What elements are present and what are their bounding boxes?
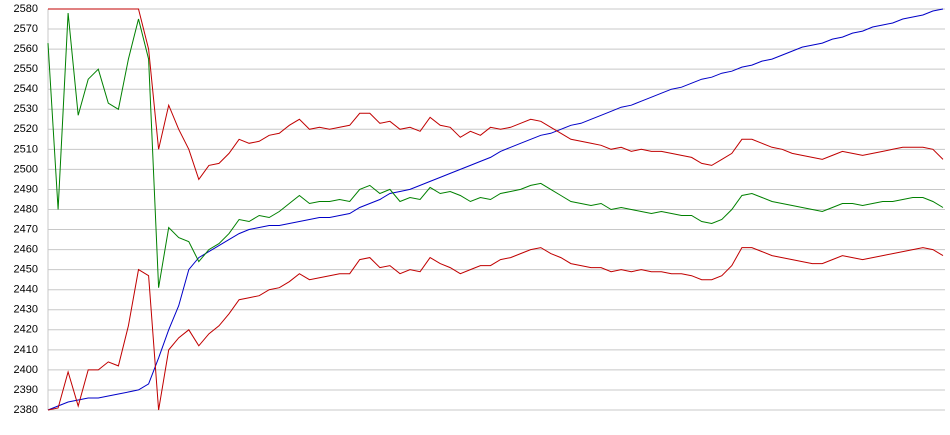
y-tick-label: 2380 [14, 404, 38, 416]
y-tick-label: 2500 [14, 163, 38, 175]
y-tick-label: 2540 [14, 83, 38, 95]
y-tick-label: 2440 [14, 284, 38, 296]
y-tick-label: 2410 [14, 344, 38, 356]
y-tick-label: 2400 [14, 364, 38, 376]
y-tick-label: 2460 [14, 244, 38, 256]
y-tick-label: 2430 [14, 304, 38, 316]
line-series [47, 8, 944, 411]
y-tick-label: 2560 [14, 43, 38, 55]
line-series [47, 12, 944, 288]
y-tick-label: 2490 [14, 183, 38, 195]
y-tick-label: 2550 [14, 63, 38, 75]
y-tick-label: 2580 [14, 3, 38, 15]
y-tick-label: 2570 [14, 23, 38, 35]
y-tick-label: 2520 [14, 123, 38, 135]
y-tick-label: 2480 [14, 203, 38, 215]
y-tick-label: 2390 [14, 384, 38, 396]
y-tick-label: 2450 [14, 264, 38, 276]
y-tick-label: 2530 [14, 103, 38, 115]
y-tick-label: 2510 [14, 143, 38, 155]
line-series [47, 247, 944, 411]
line-series [48, 8, 944, 181]
y-tick-label: 2470 [14, 223, 38, 235]
y-tick-label: 2420 [14, 324, 38, 336]
